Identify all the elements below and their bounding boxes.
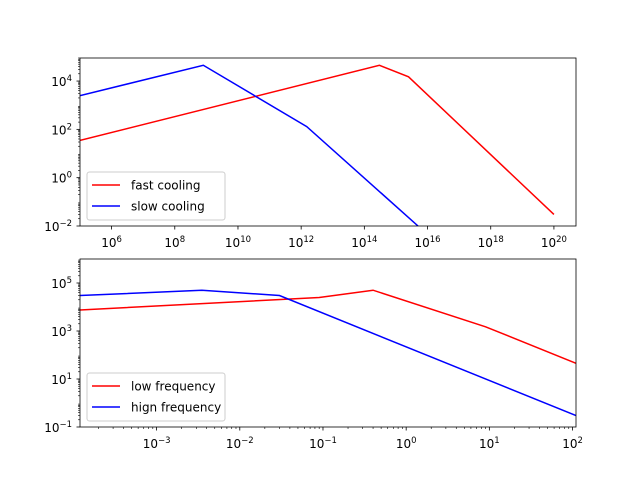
x-tick-label: 1014 [351, 235, 377, 250]
x-tick-label: 100 [396, 436, 417, 451]
x-tick-label: 10−2 [226, 436, 254, 451]
x-tick-label: 1018 [478, 235, 504, 250]
y-tick-label: 10−2 [44, 219, 72, 234]
y-tick-label: 10−1 [44, 420, 72, 435]
top-chart: 106 108 1010 1012 1014 1016 1018 1020 10−2 100 102… [44, 57, 577, 250]
legend: fast cooling slow cooling [86, 171, 226, 221]
series-group [80, 64, 555, 226]
series-line-red [80, 289, 576, 365]
legend-box [86, 171, 226, 221]
y-tick-label: 102 [51, 122, 72, 137]
axes-frame [79, 258, 577, 428]
y-tick-label: 104 [51, 74, 72, 89]
legend-label: hign frequency [131, 401, 221, 415]
x-tick-label: 1020 [541, 235, 567, 250]
legend: low frequency hign frequency [86, 372, 226, 422]
y-tick-label: 105 [51, 276, 72, 291]
x-tick-label: 106 [101, 235, 122, 250]
y-tick-label: 100 [51, 171, 72, 186]
x-tick-label: 1010 [225, 235, 251, 250]
x-tick-label: 102 [562, 436, 583, 451]
x-tick-label: 1016 [414, 235, 440, 250]
series-group [80, 289, 576, 417]
legend-label: low frequency [131, 380, 216, 394]
bottom-chart: 10−3 10−2 10−1 100 101 102 10−1 101 103 105 low fr… [44, 258, 583, 451]
series-line-blue [80, 64, 419, 226]
x-tick-label: 10−3 [143, 436, 171, 451]
x-tick-label: 101 [479, 436, 500, 451]
y-tick-label: 103 [51, 324, 72, 339]
legend-box [86, 372, 226, 422]
series-line-red [80, 64, 555, 216]
x-tick-label: 1012 [288, 235, 314, 250]
y-tick-label: 101 [51, 372, 72, 387]
legend-label: fast cooling [131, 179, 201, 193]
x-tick-label: 108 [164, 235, 185, 250]
legend-label: slow cooling [131, 200, 205, 214]
series-line-blue [80, 289, 576, 417]
x-tick-label: 10−1 [309, 436, 337, 451]
